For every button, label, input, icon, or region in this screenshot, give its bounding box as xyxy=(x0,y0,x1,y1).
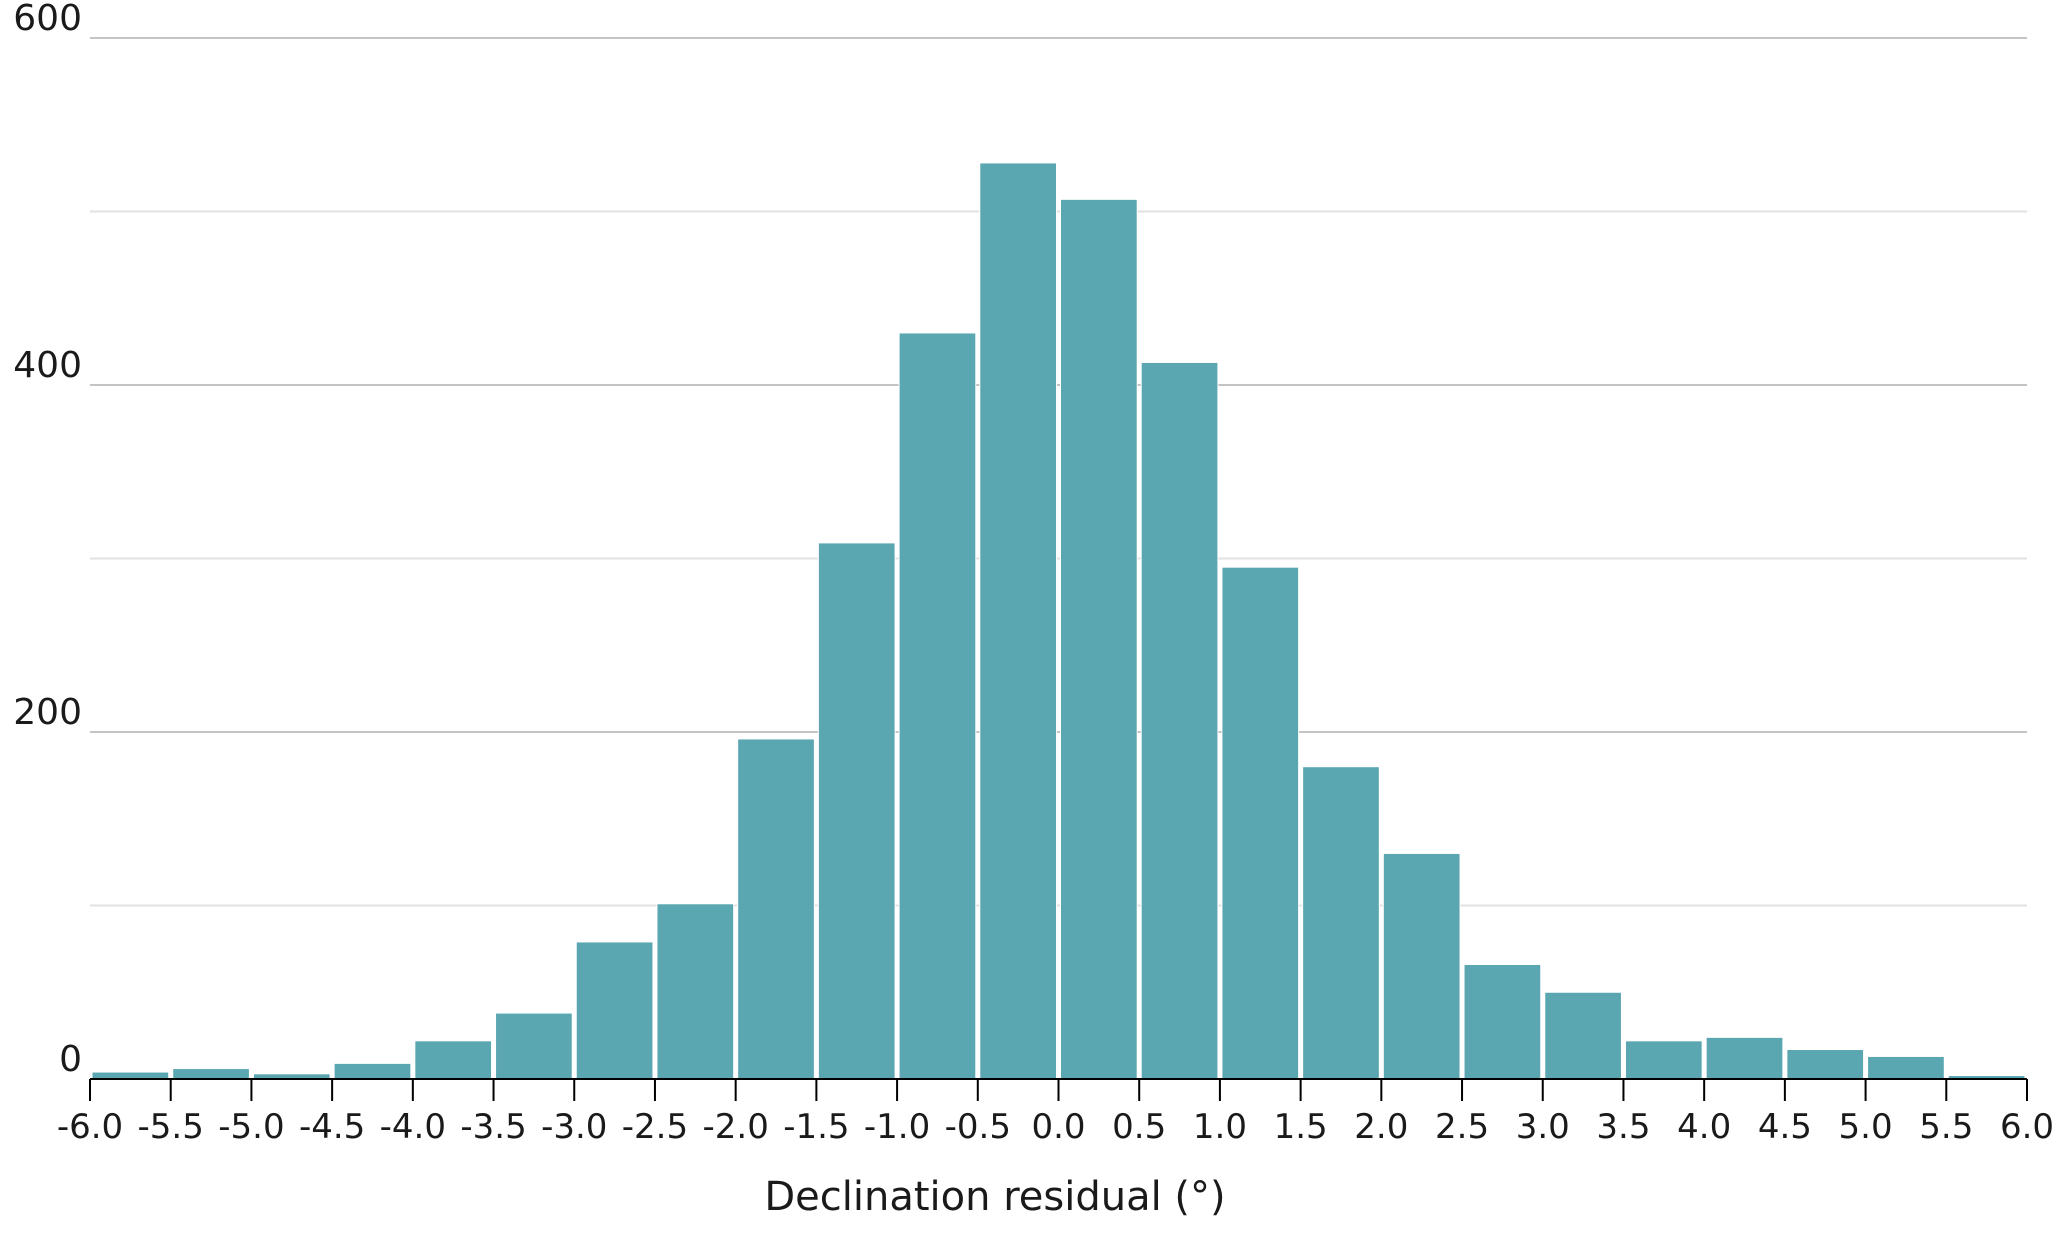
histogram-bar xyxy=(414,1040,493,1080)
histogram-bar xyxy=(1463,963,1542,1080)
histogram-bar xyxy=(172,1068,250,1080)
x-tick-label: 5.0 xyxy=(1839,1107,1893,1147)
histogram-bar xyxy=(656,903,735,1080)
x-tick-label: -6.0 xyxy=(57,1107,123,1147)
x-axis xyxy=(89,1078,2028,1101)
x-tick-label: 4.5 xyxy=(1758,1107,1812,1147)
y-axis-tick-labels: 0 200 400 600 xyxy=(13,0,82,1080)
x-tick-label: 0.5 xyxy=(1112,1107,1166,1147)
histogram-bar xyxy=(1705,1036,1784,1080)
histogram-bar xyxy=(737,738,815,1080)
x-tick-label: 0.0 xyxy=(1031,1107,1085,1147)
x-tick-label: -5.0 xyxy=(218,1107,284,1147)
x-tick-label: -2.0 xyxy=(702,1107,768,1147)
y-tick-label: 600 xyxy=(13,0,82,39)
x-tick-label: -3.0 xyxy=(541,1107,607,1147)
y-tick-label: 200 xyxy=(13,692,82,733)
histogram-bar xyxy=(979,162,1058,1080)
histogram-bar xyxy=(495,1012,573,1080)
x-tick-label: -2.5 xyxy=(622,1107,688,1147)
histogram-bar xyxy=(1867,1055,1945,1080)
x-tick-label: -4.5 xyxy=(299,1107,365,1147)
histogram-bar xyxy=(1382,852,1461,1080)
x-tick-label: -1.5 xyxy=(783,1107,849,1147)
x-axis-label: Declination residual (°) xyxy=(764,1174,1225,1220)
x-tick-label: 5.5 xyxy=(1919,1107,1973,1147)
gridlines xyxy=(90,37,2027,907)
histogram-bar xyxy=(1221,566,1300,1080)
histogram-bars xyxy=(91,162,2026,1080)
histogram-bar xyxy=(898,332,977,1080)
x-tick-label: -5.5 xyxy=(138,1107,204,1147)
x-tick-label: 3.5 xyxy=(1596,1107,1650,1147)
y-tick-label: 400 xyxy=(13,345,82,386)
histogram-bar xyxy=(1624,1040,1703,1080)
x-tick-label: 3.0 xyxy=(1516,1107,1570,1147)
histogram-bar xyxy=(817,542,896,1080)
x-tick-label: -4.0 xyxy=(380,1107,446,1147)
x-tick-label: -3.5 xyxy=(460,1107,526,1147)
histogram-bar xyxy=(1786,1049,1865,1080)
histogram-bar xyxy=(1060,198,1138,1080)
histogram-bar xyxy=(1302,766,1380,1080)
x-tick-label: 1.5 xyxy=(1274,1107,1328,1147)
histogram-bar xyxy=(575,941,654,1080)
x-tick-label: 1.0 xyxy=(1193,1107,1247,1147)
x-tick-label: 4.0 xyxy=(1677,1107,1731,1147)
x-tick-label: -0.5 xyxy=(945,1107,1011,1147)
histogram-bar xyxy=(91,1071,170,1080)
histogram-bar xyxy=(333,1062,412,1080)
y-tick-label: 0 xyxy=(59,1039,82,1080)
histogram-bar xyxy=(1140,361,1219,1080)
histogram-bar xyxy=(1544,991,1622,1080)
x-tick-label: 2.0 xyxy=(1354,1107,1408,1147)
x-axis-tick-labels: -6.0 -5.5 -5.0 -4.5 -4.0 -3.5 -3.0 -2.5 -2.0 -1.5… xyxy=(57,1107,2054,1147)
x-tick-label: 6.0 xyxy=(2000,1107,2054,1147)
x-tick-label: -1.0 xyxy=(864,1107,930,1147)
x-tick-label: 2.5 xyxy=(1435,1107,1489,1147)
